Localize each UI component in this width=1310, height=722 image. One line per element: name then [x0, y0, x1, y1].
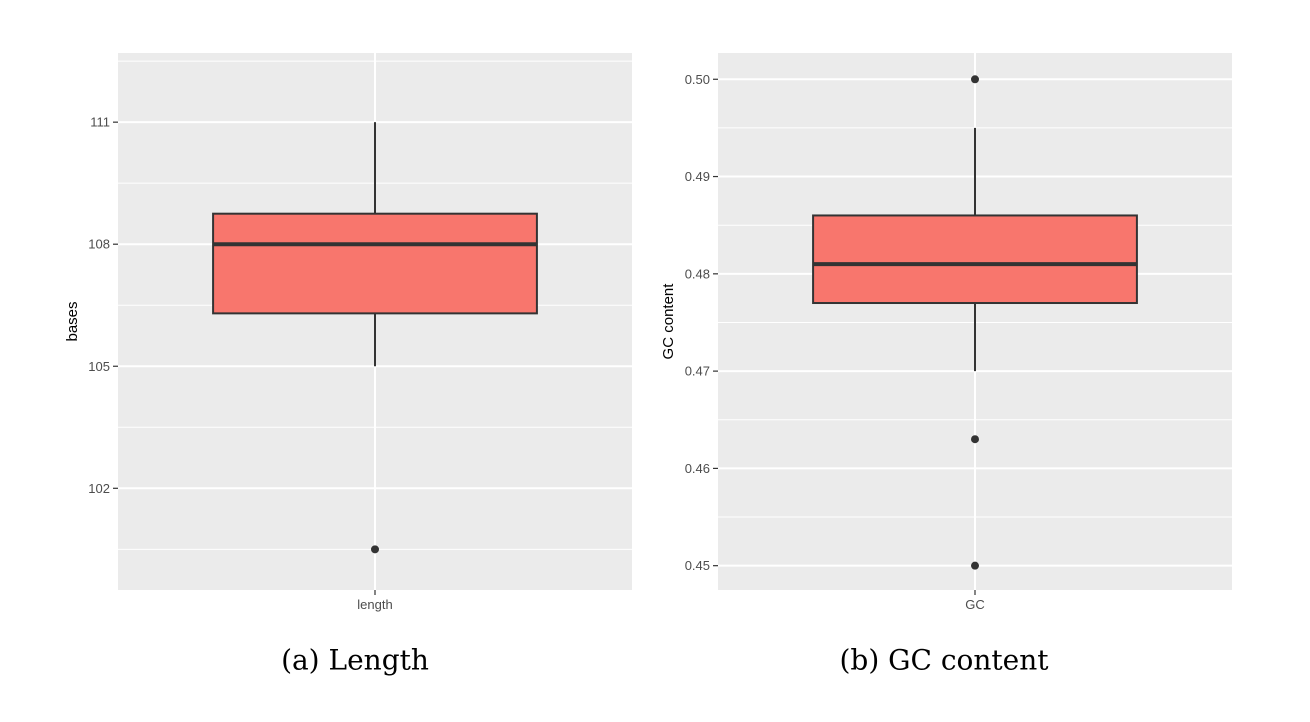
box-iqr [212, 212, 538, 315]
outlier-point [971, 561, 979, 570]
outlier-point [971, 435, 979, 444]
y-axis-title: GC content [660, 283, 677, 360]
x-tick-label: length [357, 597, 392, 612]
caption-gc-content: (b) GC content [839, 643, 1049, 677]
x-tick-label: GC [965, 597, 985, 612]
y-tick-label: 105 [88, 359, 110, 374]
y-tick-label: 0.48 [685, 266, 710, 281]
chart-length: 102 105 108 111 length bases [64, 53, 632, 612]
y-tick-label: 102 [88, 481, 110, 496]
box-iqr [812, 214, 1138, 305]
caption-length: (a) Length [281, 643, 429, 677]
chart-gc-content: 0.45 0.46 0.47 0.48 0.49 0.50 GC GC content [660, 53, 1232, 612]
y-tick-label: 0.47 [685, 364, 710, 379]
y-tick-label: 0.46 [685, 461, 710, 476]
y-tick-label: 0.50 [685, 72, 710, 87]
y-tick-label: 0.45 [685, 558, 710, 573]
y-axis-title: bases [64, 301, 81, 341]
outlier-point [371, 545, 379, 554]
y-tick-label: 108 [88, 237, 110, 252]
outlier-point [971, 75, 979, 84]
y-tick-label: 0.49 [685, 169, 710, 184]
y-tick-label: 111 [90, 115, 110, 130]
